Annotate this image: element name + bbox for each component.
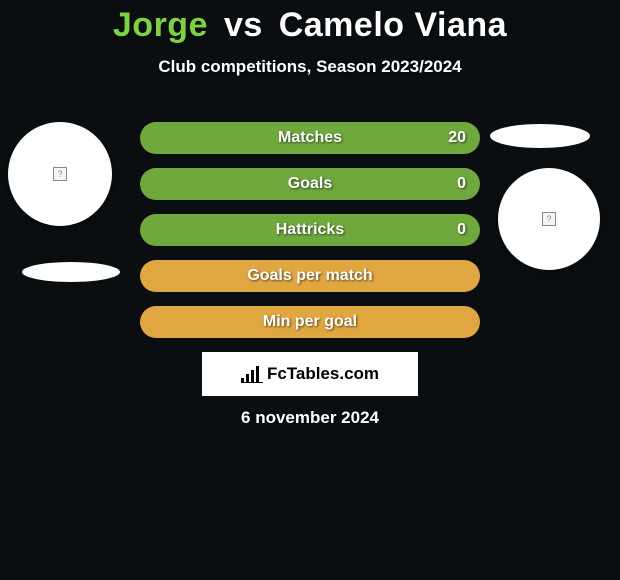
stat-row: Hattricks 0 [140, 214, 480, 246]
logo-text: FcTables.com [267, 364, 379, 384]
avatar-left-shadow [22, 262, 120, 282]
stat-label: Hattricks [276, 221, 344, 239]
stat-row: Matches 20 [140, 122, 480, 154]
stat-value: 0 [457, 175, 466, 193]
avatar-left-circle: ? [8, 122, 112, 226]
stat-value: 0 [457, 221, 466, 239]
avatar-left: ? [8, 122, 112, 226]
page-title: Jorge vs Camelo Viana [0, 0, 620, 45]
stat-label: Min per goal [263, 313, 357, 331]
stat-row: Goals per match [140, 260, 480, 292]
stat-row: Goals 0 [140, 168, 480, 200]
image-placeholder-icon: ? [53, 167, 67, 181]
stat-label: Goals [288, 175, 332, 193]
date-text: 6 november 2024 [0, 408, 620, 428]
stat-row: Min per goal [140, 306, 480, 338]
avatar-right-circle: ? [498, 168, 600, 270]
stats-container: Matches 20 Goals 0 Hattricks 0 Goals per match… [140, 122, 480, 352]
stat-label: Goals per match [247, 267, 372, 285]
stat-value: 20 [448, 129, 466, 147]
avatar-right-shadow [490, 124, 590, 148]
logo-box: FcTables.com [202, 352, 418, 396]
title-player1: Jorge [113, 6, 208, 44]
title-vs: vs [224, 6, 263, 44]
stat-label: Matches [278, 129, 342, 147]
avatar-right: ? [498, 168, 600, 270]
title-player2: Camelo Viana [279, 6, 507, 44]
bar-chart-icon [241, 365, 263, 383]
image-placeholder-icon: ? [542, 212, 556, 226]
subtitle: Club competitions, Season 2023/2024 [0, 57, 620, 77]
